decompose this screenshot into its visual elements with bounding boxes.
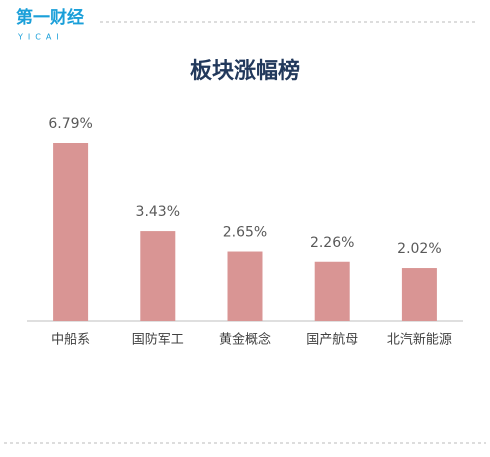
bar [314,261,350,321]
bar [227,251,263,321]
x-tick-label: 中船系 [51,333,90,348]
value-label: 2.65% [223,225,267,241]
value-label: 3.43% [136,204,180,220]
x-tick-label: 北汽新能源 [387,332,452,348]
bar [401,268,437,321]
value-label: 2.26% [310,235,354,251]
value-label: 6.79% [48,116,92,132]
logo-name: 第一财经 [16,7,84,28]
x-tick-label: 国防军工 [132,332,184,348]
x-tick-label: 国产航母 [306,332,358,348]
logo-sub: YICAI [17,33,64,42]
value-label: 2.02% [397,241,441,257]
bar [53,143,89,321]
bar [140,231,176,321]
chart-title: 板块涨幅榜 [190,58,300,84]
x-tick-label: 黄金概念 [219,332,271,348]
